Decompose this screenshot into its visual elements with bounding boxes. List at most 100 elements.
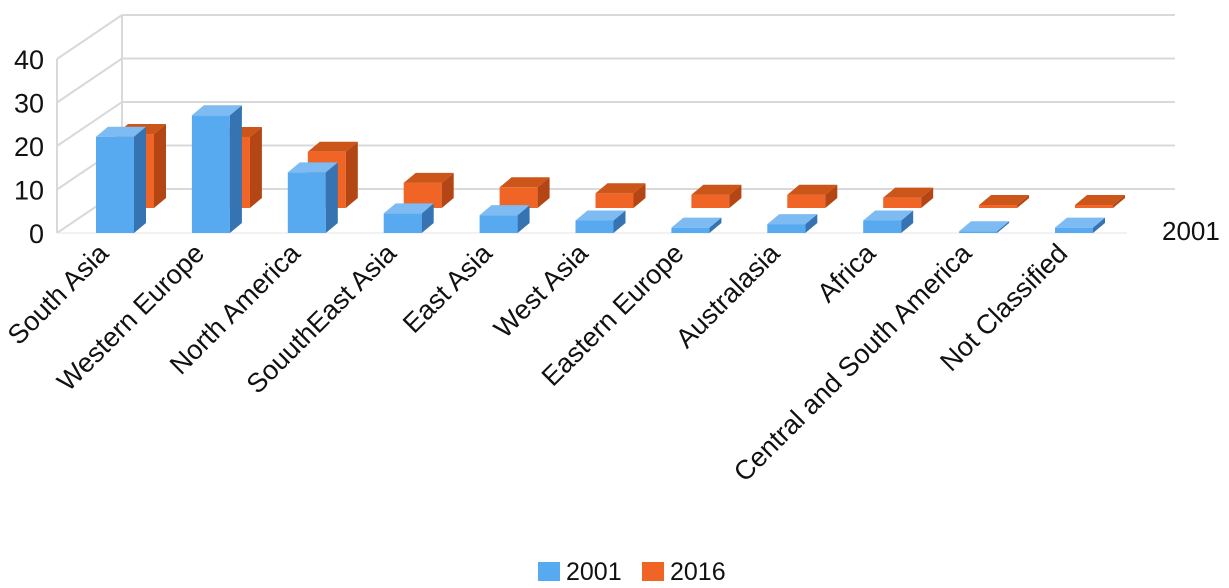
bar-2001-0-side: [134, 126, 146, 233]
legend-label-2016: 2016: [670, 558, 726, 586]
bar-2001-5-side: [613, 210, 626, 233]
bar-2001-0-face: [96, 136, 134, 233]
bar-2016-3-top: [403, 172, 454, 183]
grid-diagonal: [56, 14, 123, 60]
bar-2016-10-top: [1075, 195, 1125, 206]
bar-2016-10-face: [1075, 205, 1113, 208]
series-2016-bars: [116, 124, 1125, 208]
bar-2016-5-top: [595, 183, 646, 194]
bar-2001-8-face: [863, 220, 902, 233]
bar-2016-4-side: [537, 177, 550, 208]
bar-2001-1-face: [191, 115, 230, 233]
bar-2001-0: [96, 126, 146, 233]
category-label: Australasia: [670, 237, 786, 353]
bar-2016-3-side: [441, 172, 454, 208]
bar-2001-3: [383, 203, 434, 233]
bar-2001-1-side: [229, 105, 242, 233]
grid-diagonal: [56, 57, 123, 104]
bar-2001-10-face: [1055, 227, 1093, 233]
bar-2016-8-side: [921, 187, 934, 208]
bar-2001-3-top: [383, 203, 434, 214]
bar-2001-4-face: [479, 215, 518, 233]
bar-2001-9-face: [959, 231, 998, 233]
y-tick-label: 30: [14, 89, 44, 119]
bar-2001-0-top: [96, 126, 146, 137]
bar-2001-6: [671, 217, 722, 233]
bar-2016-6-face: [691, 194, 730, 208]
bar-2001-4: [479, 205, 530, 233]
bar-2016-9: [979, 195, 1030, 208]
bar-2016-8-top: [883, 187, 934, 198]
bar-2001-9-side: [997, 221, 1010, 233]
bar-2001-1: [191, 105, 242, 233]
category-label: Africa: [811, 237, 882, 308]
bar-2001-6-face: [671, 227, 710, 233]
bar-2016-5-face: [595, 193, 634, 208]
bar-2016-5: [595, 183, 646, 208]
bar-2001-8-top: [863, 210, 914, 221]
bar-2016-8: [883, 187, 934, 208]
category-label: East Asia: [397, 237, 499, 339]
bar-2001-10-side: [1093, 217, 1105, 233]
bar-2001-9: [959, 221, 1010, 233]
bar-2016-1-side: [249, 127, 262, 208]
legend-swatch-2016: [642, 562, 664, 581]
depth-axis-label: 2001: [1162, 216, 1220, 246]
bar-2016-6-side: [729, 184, 742, 208]
bar-2016-9-top: [979, 195, 1030, 206]
bar-2001-6-side: [709, 217, 722, 233]
bar-2001-8-side: [901, 210, 914, 233]
bar-2016-7: [787, 184, 838, 208]
bar-2016-9-face: [979, 205, 1018, 208]
bar-2001-5-face: [575, 220, 614, 233]
bar-2016-4: [499, 177, 550, 208]
bar-2016-4-top: [499, 177, 550, 188]
y-axis-ticks: 0 10 20 30 40: [14, 45, 44, 249]
bar-2016-2-top: [307, 141, 358, 152]
bar-2016-7-side: [825, 184, 838, 208]
series-2001-bars: [96, 105, 1105, 233]
bar-2016-9-side: [1017, 195, 1030, 208]
bar-2016-6: [691, 184, 742, 208]
bar-2001-2-top: [287, 162, 338, 173]
bar-2016-6-top: [691, 184, 742, 195]
bar-2016-4-face: [499, 187, 538, 208]
bar-2001-3-face: [383, 213, 422, 233]
bar-2001-2-face: [287, 172, 326, 233]
bar-2001-3-side: [421, 203, 434, 233]
legend: 2001 2016: [538, 558, 726, 586]
bar-2001-10: [1055, 217, 1105, 233]
bar-2016-7-face: [787, 194, 826, 208]
bar-2016-5-side: [633, 183, 646, 208]
bar-2001-7-top: [767, 214, 818, 225]
bar-2016-7-top: [787, 184, 838, 195]
bar-2001-7-face: [767, 224, 806, 233]
bar-2001-5: [575, 210, 626, 233]
bar-2016-10: [1075, 195, 1125, 208]
bar-2001-7-side: [805, 214, 818, 233]
y-tick-label: 40: [14, 45, 44, 75]
bar-2016-8-face: [883, 197, 922, 208]
bar-2001-5-top: [575, 210, 626, 221]
bar-2016-3: [403, 172, 454, 208]
legend-swatch-2001: [538, 562, 560, 581]
bar-2001-1-top: [191, 105, 242, 116]
bar-2001-6-top: [671, 217, 722, 228]
grid-diagonal: [56, 101, 123, 147]
bar-2001-4-top: [479, 205, 530, 216]
y-tick-label: 20: [14, 132, 44, 162]
bar-2001-2: [287, 162, 338, 233]
bar-2016-0-side: [154, 124, 166, 208]
y-tick-label: 10: [14, 176, 44, 206]
bar-2001-2-side: [325, 162, 338, 233]
bar-2016-10-side: [1113, 195, 1125, 208]
bar-2016-2-side: [345, 141, 358, 208]
bar-2001-4-side: [517, 205, 530, 233]
y-tick-label: 0: [29, 219, 44, 249]
bar-2001-7: [767, 214, 818, 233]
bar-2001-9-top: [959, 221, 1010, 232]
legend-label-2001: 2001: [566, 558, 622, 586]
bar-2001-10-top: [1055, 217, 1105, 228]
